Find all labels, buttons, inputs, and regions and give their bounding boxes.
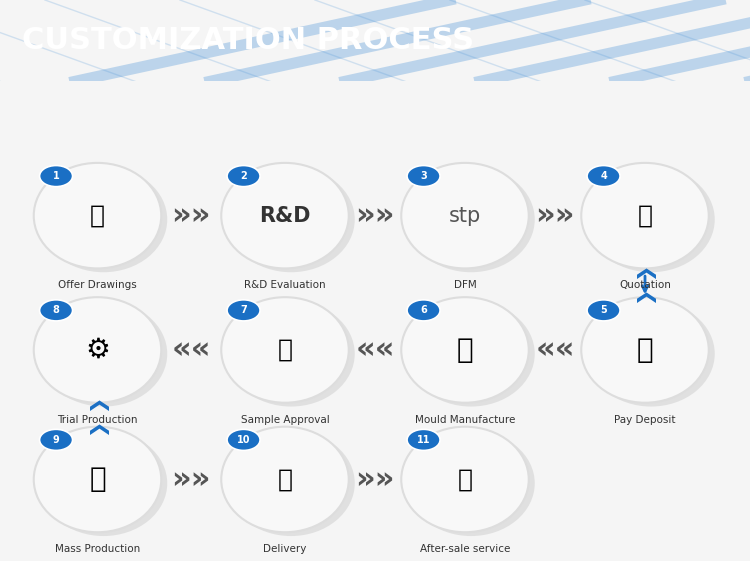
Text: Trial Production: Trial Production — [57, 415, 138, 425]
Text: stp: stp — [448, 206, 482, 226]
Ellipse shape — [221, 163, 349, 268]
Circle shape — [227, 300, 260, 321]
Ellipse shape — [34, 427, 161, 532]
Circle shape — [40, 300, 73, 321]
Ellipse shape — [401, 163, 529, 268]
Text: 6: 6 — [420, 305, 427, 315]
Ellipse shape — [34, 297, 161, 403]
Text: ❯: ❯ — [88, 419, 107, 435]
Text: 5: 5 — [600, 305, 607, 315]
Ellipse shape — [401, 427, 529, 532]
Text: 📋: 📋 — [90, 204, 105, 228]
Text: ✅: ✅ — [89, 466, 106, 494]
Ellipse shape — [40, 301, 167, 407]
Circle shape — [227, 429, 260, 450]
Circle shape — [227, 165, 260, 187]
Ellipse shape — [581, 297, 709, 403]
Text: 7: 7 — [240, 305, 247, 315]
Text: 🎧: 🎧 — [458, 467, 472, 491]
Text: ❯: ❯ — [635, 263, 655, 279]
Ellipse shape — [401, 297, 529, 403]
Text: ⚙: ⚙ — [85, 336, 110, 364]
Ellipse shape — [221, 297, 349, 403]
Ellipse shape — [40, 430, 167, 536]
Circle shape — [40, 429, 73, 450]
Circle shape — [407, 165, 440, 187]
Text: Mass Production: Mass Production — [55, 544, 140, 554]
Circle shape — [407, 300, 440, 321]
Ellipse shape — [221, 427, 349, 532]
Text: 3: 3 — [420, 171, 427, 181]
Text: CUSTOMIZATION PROCESS: CUSTOMIZATION PROCESS — [22, 26, 475, 55]
Text: »»: »» — [356, 465, 395, 494]
Ellipse shape — [227, 167, 355, 272]
Text: R&D: R&D — [260, 206, 310, 226]
Ellipse shape — [587, 167, 715, 272]
Circle shape — [40, 165, 73, 187]
Ellipse shape — [407, 301, 535, 407]
Text: Mould Manufacture: Mould Manufacture — [415, 415, 515, 425]
Text: 💰: 💰 — [637, 336, 653, 364]
Text: »»: »» — [536, 201, 574, 230]
Ellipse shape — [34, 163, 161, 268]
Text: Offer Drawings: Offer Drawings — [58, 280, 136, 291]
Ellipse shape — [227, 301, 355, 407]
Text: 9: 9 — [53, 435, 59, 445]
Text: ««: «« — [356, 335, 395, 365]
Circle shape — [587, 300, 620, 321]
Text: »»: »» — [172, 465, 211, 494]
Text: 💎: 💎 — [278, 338, 292, 362]
Text: Quotation: Quotation — [619, 280, 671, 291]
Circle shape — [587, 165, 620, 187]
Text: »»: »» — [172, 201, 211, 230]
Text: 2: 2 — [240, 171, 247, 181]
Text: ««: «« — [536, 335, 574, 365]
Text: 🚚: 🚚 — [278, 467, 292, 491]
Text: 💳: 💳 — [638, 204, 652, 228]
Ellipse shape — [587, 301, 715, 407]
Text: ❯: ❯ — [88, 394, 107, 411]
Text: 11: 11 — [417, 435, 430, 445]
Ellipse shape — [407, 430, 535, 536]
Text: 10: 10 — [237, 435, 250, 445]
Ellipse shape — [227, 430, 355, 536]
Text: Delivery: Delivery — [263, 544, 307, 554]
Text: After-sale service: After-sale service — [420, 544, 510, 554]
Text: 🏛: 🏛 — [457, 336, 473, 364]
Text: 1: 1 — [53, 171, 59, 181]
Text: ❯: ❯ — [635, 287, 655, 303]
Ellipse shape — [40, 167, 167, 272]
Ellipse shape — [407, 167, 535, 272]
Text: »»: »» — [356, 201, 395, 230]
Text: DFM: DFM — [454, 280, 476, 291]
Text: R&D Evaluation: R&D Evaluation — [244, 280, 326, 291]
Text: Sample Approval: Sample Approval — [241, 415, 329, 425]
Circle shape — [407, 429, 440, 450]
Text: 4: 4 — [600, 171, 607, 181]
Ellipse shape — [581, 163, 709, 268]
Text: 8: 8 — [53, 305, 59, 315]
Text: Pay Deposit: Pay Deposit — [614, 415, 676, 425]
Text: ««: «« — [172, 335, 211, 365]
